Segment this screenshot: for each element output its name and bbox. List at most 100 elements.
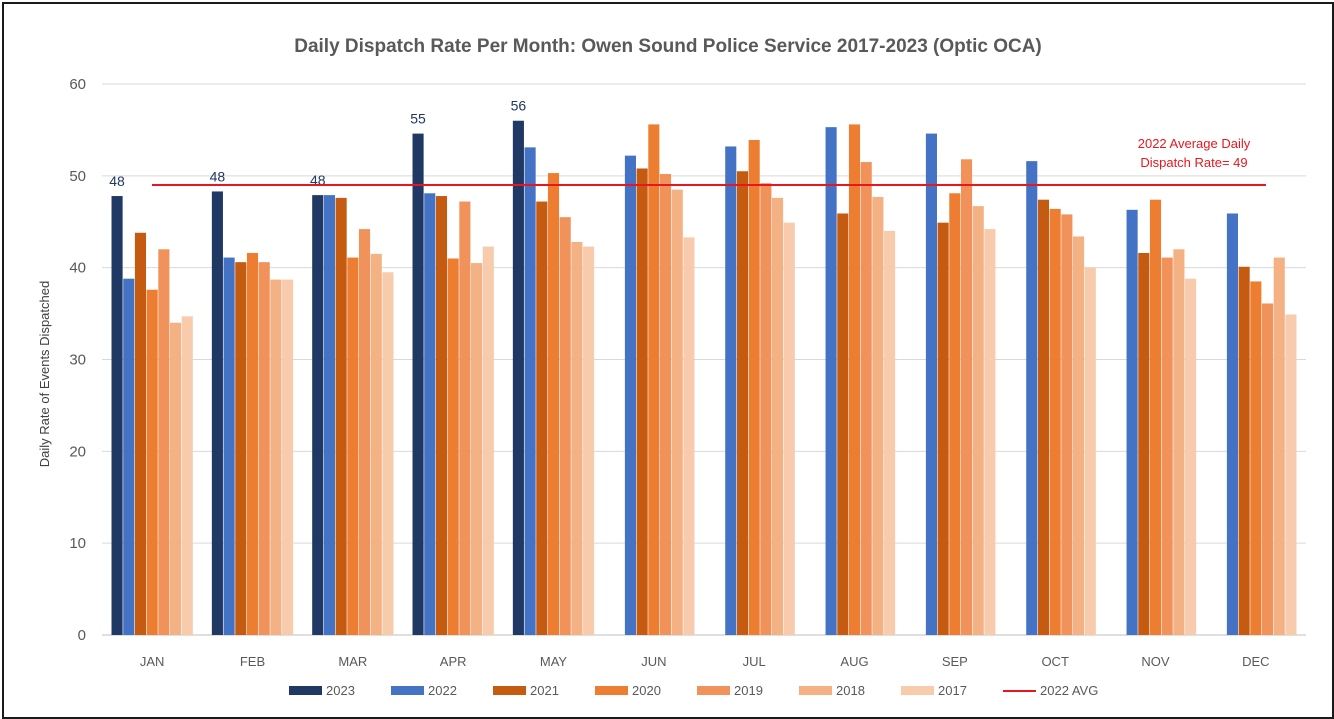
- bar-apr-2019: [459, 201, 471, 635]
- bar-jan-2017: [181, 316, 193, 635]
- bar-jun-2021: [636, 168, 648, 635]
- y-axis-ticks: 0 10 20 30 40 50 60: [69, 76, 86, 644]
- legend-swatch-2017: [901, 686, 934, 695]
- legend-label-2020: 2020: [632, 683, 661, 698]
- bar-feb-2018: [270, 279, 282, 635]
- bar-may-2022: [524, 147, 536, 636]
- x-tick-label-dec: DEC: [1242, 654, 1269, 669]
- data-label-jan-2023: 48: [109, 173, 125, 189]
- bar-aug-2018: [872, 196, 884, 635]
- bar-nov-2017: [1185, 278, 1197, 635]
- legend-swatch-2022: [391, 686, 424, 695]
- y-tick-label-20: 20: [69, 443, 86, 460]
- chart-title: Daily Dispatch Rate Per Month: Owen Soun…: [294, 36, 1042, 57]
- bar-dec-2022: [1226, 213, 1238, 636]
- x-tick-label-sep: SEP: [942, 654, 968, 669]
- bar-mar-2017: [382, 272, 394, 635]
- bar-aug-2022: [825, 127, 837, 635]
- bar-jan-2021: [134, 232, 147, 635]
- bar-aug-2021: [837, 213, 849, 636]
- y-tick-label-40: 40: [69, 260, 86, 277]
- x-tick-label-jun: JUN: [641, 654, 666, 669]
- bar-may-2021: [536, 201, 548, 635]
- legend-swatch-2021: [493, 686, 526, 695]
- bar-jun-2020: [648, 124, 660, 635]
- x-tick-label-nov: NOV: [1141, 654, 1170, 669]
- bar-mar-2020: [347, 257, 359, 635]
- bar-apr-2020: [447, 258, 459, 635]
- legend: 2023 2022 2021 2020 2019 2018 2017 2022 AVG: [289, 683, 1098, 698]
- legend-label-2017: 2017: [938, 683, 967, 698]
- bar-mar-2018: [370, 253, 382, 635]
- reference-line-group: 2022 Average Daily Dispatch Rate= 49: [152, 136, 1266, 187]
- bar-jul-2021: [736, 171, 749, 635]
- bar-sep-2018: [972, 206, 984, 635]
- y-tick-label-0: 0: [78, 627, 86, 644]
- bar-sep-2021: [937, 222, 949, 635]
- y-tick-label-60: 60: [69, 76, 86, 93]
- bar-jan-2018: [170, 322, 182, 635]
- bar-jan-2022: [123, 278, 135, 635]
- bar-jul-2017: [783, 222, 795, 635]
- bar-nov-2022: [1126, 209, 1138, 636]
- legend-swatch-2019: [697, 686, 730, 695]
- bar-apr-2022: [424, 193, 436, 635]
- bar-may-2017: [583, 246, 595, 636]
- x-tick-label-oct: OCT: [1041, 654, 1069, 669]
- bar-jan-2019: [158, 249, 170, 636]
- legend-label-2023: 2023: [326, 683, 355, 698]
- bar-nov-2019: [1161, 257, 1173, 635]
- bar-jul-2022: [725, 146, 737, 636]
- bar-feb-2020: [246, 252, 259, 635]
- y-tick-label-50: 50: [69, 168, 86, 185]
- bar-oct-2017: [1084, 267, 1096, 635]
- bar-nov-2020: [1149, 199, 1162, 635]
- bar-may-2020: [547, 173, 560, 635]
- bar-oct-2020: [1049, 208, 1061, 636]
- y-axis-label: Daily Rate of Events Dispatched: [37, 281, 52, 467]
- x-tick-label-mar: MAR: [338, 654, 367, 669]
- bar-chart: Daily Dispatch Rate Per Month: Owen Soun…: [37, 36, 1306, 698]
- bar-apr-2023: [412, 133, 424, 635]
- x-tick-label-feb: FEB: [240, 654, 265, 669]
- bar-jan-2023: [111, 196, 123, 635]
- bar-dec-2017: [1285, 314, 1297, 635]
- bar-dec-2021: [1238, 266, 1250, 635]
- bar-may-2023: [512, 120, 524, 635]
- data-label-apr-2023: 55: [410, 111, 426, 127]
- x-tick-label-aug: AUG: [840, 654, 868, 669]
- bar-oct-2021: [1037, 199, 1050, 635]
- legend-swatch-2018: [799, 686, 832, 695]
- bar-mar-2023: [312, 195, 324, 635]
- bar-apr-2021: [435, 196, 448, 635]
- bar-jul-2020: [748, 140, 760, 636]
- legend-label-2022: 2022: [428, 683, 457, 698]
- gridlines: [102, 83, 1306, 636]
- bar-aug-2017: [884, 230, 896, 635]
- bar-jun-2018: [671, 189, 683, 635]
- bar-oct-2018: [1073, 236, 1085, 635]
- y-tick-label-10: 10: [69, 535, 86, 552]
- bar-jun-2017: [683, 237, 695, 635]
- bar-jul-2019: [760, 183, 772, 635]
- bar-aug-2020: [848, 124, 861, 635]
- data-label-feb-2023: 48: [210, 168, 226, 184]
- bar-feb-2019: [258, 262, 270, 635]
- bar-may-2018: [571, 241, 583, 635]
- x-tick-label-jan: JAN: [140, 654, 165, 669]
- legend-swatch-2020: [595, 686, 628, 695]
- bar-mar-2019: [358, 229, 371, 635]
- reference-annotation-line-2: Dispatch Rate= 49: [1140, 155, 1247, 170]
- bar-dec-2018: [1273, 257, 1285, 635]
- bar-sep-2020: [949, 193, 961, 635]
- bar-feb-2021: [235, 262, 247, 635]
- bar-feb-2017: [282, 279, 294, 635]
- y-tick-label-30: 30: [69, 352, 86, 369]
- x-axis-ticks: JAN FEB MAR APR MAY JUN JUL AUG SEP OCT NOV DEC: [140, 654, 1270, 669]
- bar-sep-2019: [960, 159, 973, 635]
- bar-jun-2022: [624, 155, 636, 635]
- bar-jun-2019: [659, 173, 672, 635]
- legend-label-2019: 2019: [734, 683, 763, 698]
- x-tick-label-jul: JUL: [743, 654, 766, 669]
- bar-may-2019: [559, 217, 571, 636]
